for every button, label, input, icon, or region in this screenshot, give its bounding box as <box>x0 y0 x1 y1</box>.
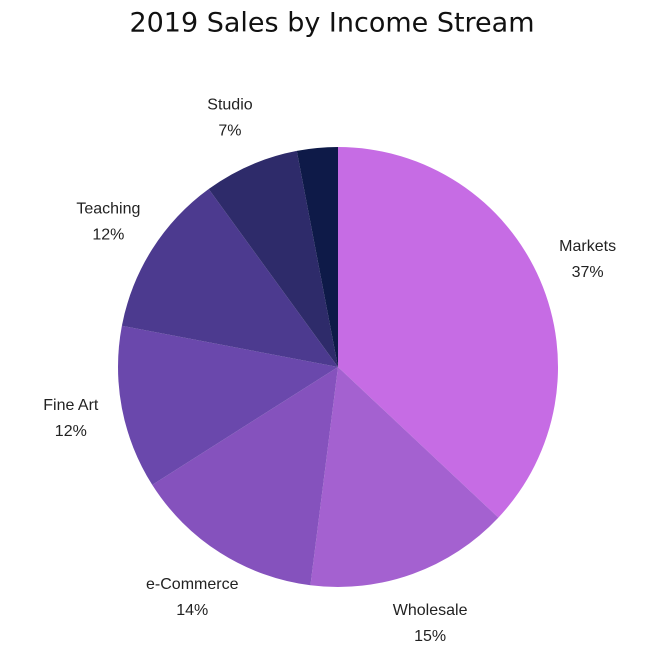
chart-title: 2019 Sales by Income Stream <box>129 8 534 39</box>
pie-slice <box>208 150 338 367</box>
pie-slice <box>121 189 338 367</box>
slice-label: Studio <box>207 97 252 114</box>
slice-label: Fine Art <box>43 397 99 414</box>
pie-slice <box>117 325 338 485</box>
slice-label: e-Commerce <box>146 576 239 593</box>
pie-slice <box>310 367 499 587</box>
pie-slice <box>296 147 338 367</box>
slice-value-label: 15% <box>414 628 446 645</box>
pie-slice <box>338 147 558 518</box>
slice-value-label: 12% <box>55 423 87 440</box>
slice-value-label: 7% <box>218 123 241 140</box>
slice-label: Markets <box>559 238 616 255</box>
slice-value-label: 37% <box>572 264 604 281</box>
slice-value-label: 14% <box>176 602 208 619</box>
slice-label: Wholesale <box>393 602 468 619</box>
pie-slice <box>152 367 338 586</box>
slice-label: Teaching <box>76 200 140 217</box>
slice-value-label: 12% <box>92 226 124 243</box>
